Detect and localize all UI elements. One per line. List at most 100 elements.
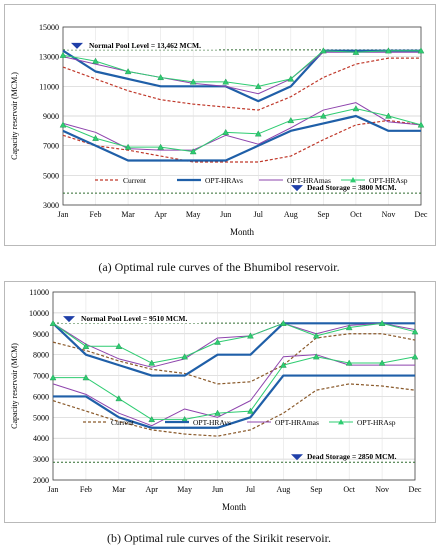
y-tick-label: 5000 xyxy=(33,413,49,422)
legend-label-opt-hramas: OPT-HRAmas xyxy=(287,176,331,185)
series-line-opt-hravs xyxy=(52,322,415,377)
legend-label-opt-hravs: OPT-HRAvs xyxy=(193,418,231,427)
series-line-opt-hravs xyxy=(62,114,421,162)
data-point-marker xyxy=(312,332,320,339)
y-tick-label: 11000 xyxy=(39,82,59,91)
dead-storage-label: Dead Storage = 2850 MCM. xyxy=(307,452,397,461)
normal-pool-marker-icon xyxy=(63,316,75,323)
y-tick-label: 11000 xyxy=(29,288,49,297)
data-point-marker xyxy=(157,74,164,81)
x-tick-label: Aug xyxy=(276,485,290,494)
normal-pool-label: Normal Pool Level = 9510 MCM. xyxy=(81,314,187,323)
x-tick-label: Jul xyxy=(254,210,264,219)
y-tick-label: 6000 xyxy=(33,392,49,401)
data-point-marker xyxy=(254,82,262,89)
data-point-marker xyxy=(352,105,360,112)
series-line-opt-hrasp xyxy=(53,356,416,420)
data-point-marker xyxy=(214,409,221,416)
data-point-marker xyxy=(247,332,254,339)
data-point-marker xyxy=(82,342,90,349)
x-axis-title: Month xyxy=(230,227,255,237)
y-tick-label: 3000 xyxy=(33,455,49,464)
x-tick-label: Mar xyxy=(112,485,126,494)
x-tick-label: Jan xyxy=(48,485,59,494)
data-point-marker xyxy=(280,319,287,326)
x-tick-label: Mar xyxy=(121,210,135,219)
sirikit-chart: 2000 3000 4000 5000 6000 7000 8000 9000 10000 110… xyxy=(10,288,422,512)
chart-panel-sirikit: 2000 3000 4000 5000 6000 7000 8000 9000 10000 110… xyxy=(4,281,436,523)
data-point-marker xyxy=(49,374,57,381)
y-tick-label: 15000 xyxy=(39,23,59,32)
data-point-marker xyxy=(411,353,419,360)
data-point-marker xyxy=(49,319,57,326)
bhumibol-chart: 3000 5000 7000 9000 11000 13000 15000 Jan Feb Mar… xyxy=(10,23,428,237)
data-point-marker xyxy=(92,134,99,141)
dead-storage-marker-icon xyxy=(291,454,303,461)
data-point-marker xyxy=(320,47,327,54)
data-point-marker xyxy=(82,374,90,381)
data-point-marker xyxy=(352,48,360,55)
data-point-marker xyxy=(254,130,262,137)
x-tick-label: Jun xyxy=(212,485,223,494)
series-line-opt-hramas xyxy=(52,322,416,368)
series-line-opt-hramas xyxy=(62,102,422,151)
data-point-marker xyxy=(378,359,386,366)
x-tick-label: Sep xyxy=(310,485,322,494)
data-point-marker xyxy=(287,117,295,124)
data-point-marker xyxy=(345,359,353,366)
series-line-opt-hramas xyxy=(52,354,415,427)
y-tick-label: 13000 xyxy=(39,53,59,62)
data-point-marker xyxy=(312,353,320,360)
x-tick-label: Oct xyxy=(343,485,355,494)
data-point-marker xyxy=(157,143,164,150)
x-tick-label: Jul xyxy=(246,485,256,494)
data-point-marker xyxy=(247,407,254,414)
data-point-marker xyxy=(189,78,197,85)
data-point-marker xyxy=(92,57,99,64)
data-point-marker xyxy=(124,143,132,150)
data-point-marker xyxy=(214,338,221,345)
data-point-marker xyxy=(124,68,132,75)
data-point-marker xyxy=(222,78,230,85)
y-tick-label: 4000 xyxy=(33,434,49,443)
legend-label-opt-hrasp: OPT-HRAsp xyxy=(369,176,408,185)
legend-marker-icon xyxy=(350,177,356,183)
series-line-opt-hramas xyxy=(62,51,421,95)
data-point-marker xyxy=(181,353,188,360)
series-line-opt-hrasp xyxy=(62,108,422,153)
y-tick-label: 5000 xyxy=(43,171,59,180)
legend-label-current: Current xyxy=(123,176,147,185)
caption-bhumibol: (a) Optimal rule curves of the Bhumibol … xyxy=(98,260,340,274)
series-line-current xyxy=(52,383,416,437)
data-point-marker xyxy=(148,359,156,366)
x-tick-label: Jan xyxy=(58,210,69,219)
x-tick-label: Jun xyxy=(220,210,231,219)
y-axis-title: Capacity reservoir (MCM.) xyxy=(10,72,19,160)
y-tick-label: 7000 xyxy=(33,372,49,381)
x-tick-label: Apr xyxy=(146,485,159,494)
dead-storage-marker-icon xyxy=(291,185,303,192)
series-line-opt-hrasp xyxy=(62,50,421,87)
data-point-marker xyxy=(59,121,67,128)
x-tick-label: May xyxy=(186,210,201,219)
y-tick-label: 8000 xyxy=(33,351,49,360)
x-tick-label: May xyxy=(177,485,192,494)
data-point-marker xyxy=(385,47,392,54)
normal-pool-label-bg xyxy=(67,40,217,50)
data-point-marker xyxy=(417,47,425,54)
x-tick-label: Feb xyxy=(80,485,92,494)
series-line-opt-hrasp xyxy=(52,322,416,364)
x-axis-title: Month xyxy=(222,502,247,512)
x-tick-label: Apr xyxy=(154,210,167,219)
y-tick-label: 9000 xyxy=(33,330,49,339)
x-tick-label: Feb xyxy=(90,210,102,219)
data-point-marker xyxy=(115,395,123,402)
data-point-marker xyxy=(385,112,392,119)
data-point-marker xyxy=(189,148,197,155)
dead-storage-label: Dead Storage = 3800 MCM. xyxy=(307,183,397,192)
legend-label-opt-hramas: OPT-HRAmas xyxy=(275,418,319,427)
series-line-current xyxy=(62,119,422,163)
plot-frame xyxy=(62,26,422,206)
series-line-opt-hravs xyxy=(53,374,415,429)
legend-label-opt-hravs: OPT-HRAvs xyxy=(205,176,243,185)
